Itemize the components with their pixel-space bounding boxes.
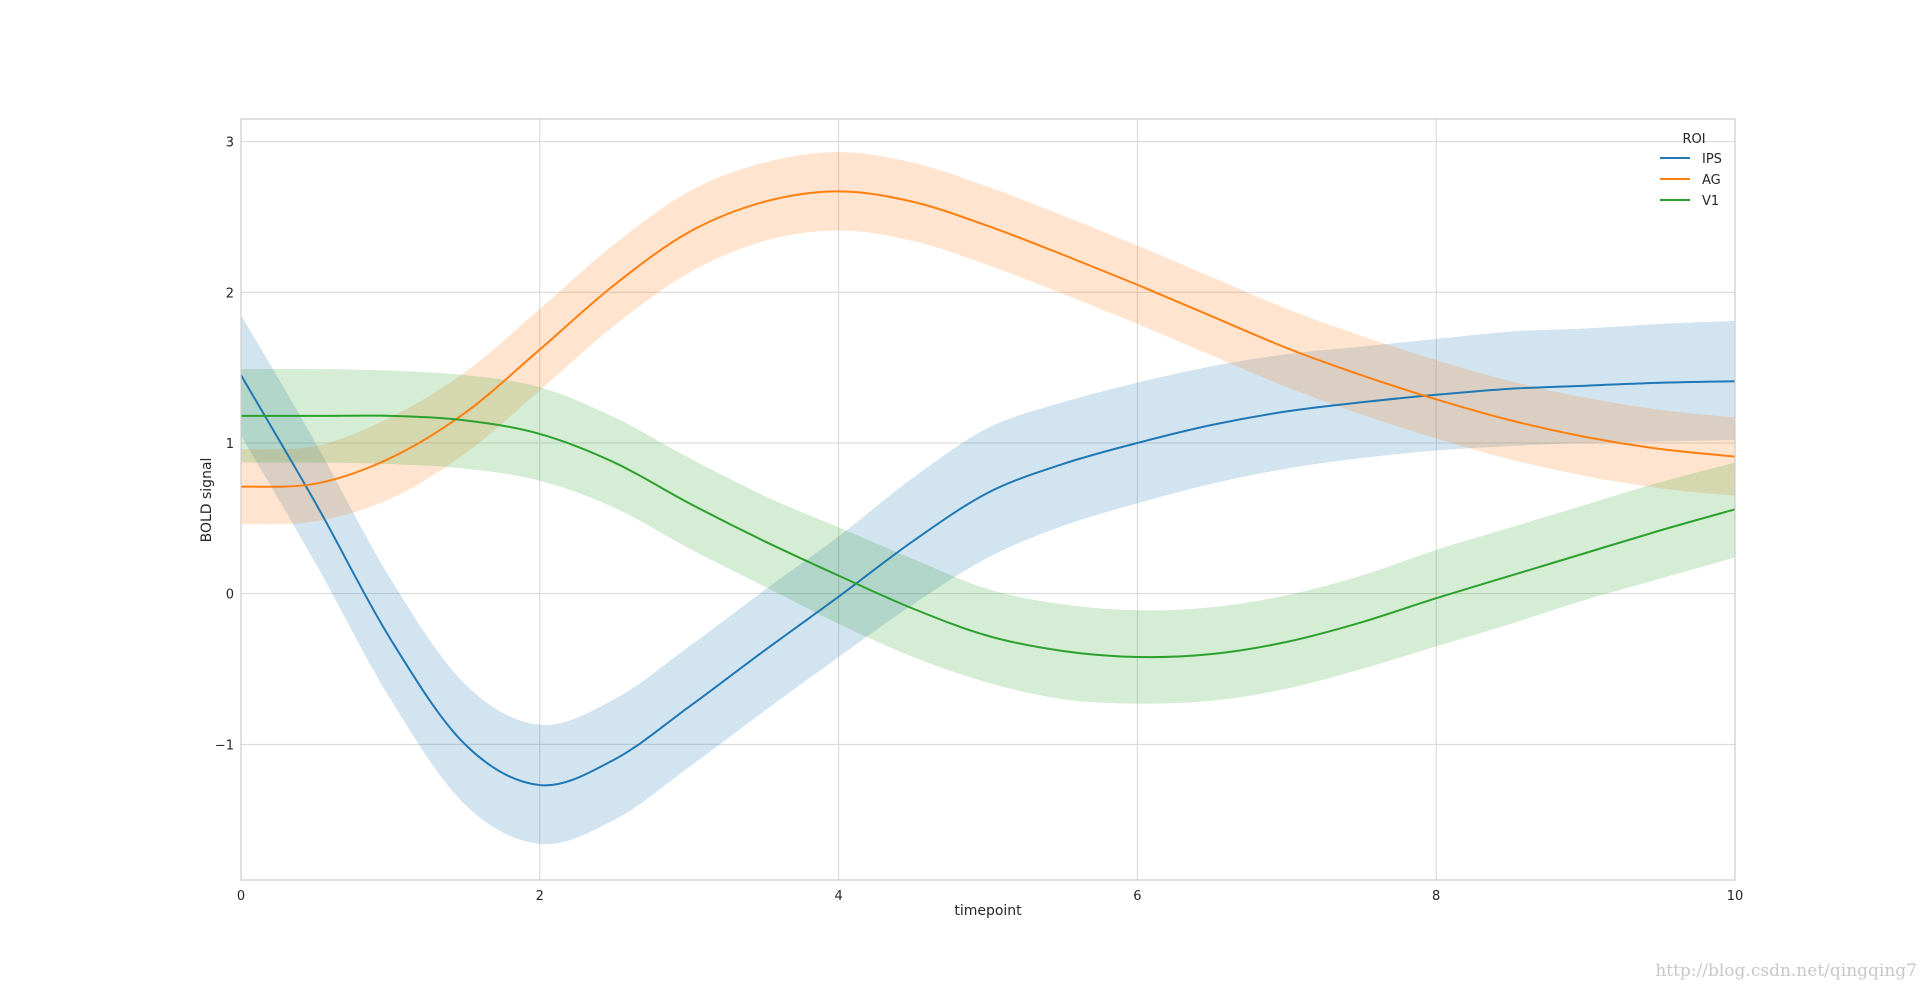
legend-label-ips: IPS xyxy=(1702,152,1722,167)
confidence-band-ips xyxy=(241,314,1735,845)
y-tick-labels: −1 0 1 2 3 xyxy=(215,136,234,754)
y-tick-label: 3 xyxy=(226,136,234,151)
y-tick-label: 1 xyxy=(226,437,234,452)
series-line-ips xyxy=(240,374,1736,787)
x-tick-labels: 0 2 4 6 8 10 xyxy=(237,889,1743,904)
series-line-v1 xyxy=(241,414,1736,659)
watermark: http://blog.csdn.net/qingqing7 xyxy=(1655,961,1917,981)
x-tick-label: 4 xyxy=(834,889,842,904)
x-tick-label: 6 xyxy=(1133,889,1141,904)
y-tick-label: 2 xyxy=(226,286,234,301)
confidence-bands xyxy=(241,152,1735,845)
y-axis-label: BOLD signal xyxy=(199,458,215,543)
legend: ROI IPS AG V1 xyxy=(1660,132,1722,209)
series-lines xyxy=(240,190,1736,787)
x-tick-label: 0 xyxy=(237,889,245,904)
legend-label-v1: V1 xyxy=(1702,194,1719,209)
x-tick-label: 2 xyxy=(536,889,544,904)
plot-frame xyxy=(240,118,1736,881)
series-line-ag xyxy=(240,190,1736,488)
y-tick-label: 0 xyxy=(226,588,234,603)
plot-area xyxy=(241,119,1735,880)
legend-title: ROI xyxy=(1682,132,1705,147)
y-tick-label: −1 xyxy=(215,738,234,753)
x-tick-label: 10 xyxy=(1727,889,1744,904)
gridlines xyxy=(240,119,1736,880)
legend-label-ag: AG xyxy=(1702,173,1721,188)
confidence-band-ag xyxy=(241,152,1735,525)
x-axis-label: timepoint xyxy=(954,903,1022,919)
x-tick-label: 8 xyxy=(1432,889,1440,904)
confidence-band-v1 xyxy=(241,369,1735,704)
